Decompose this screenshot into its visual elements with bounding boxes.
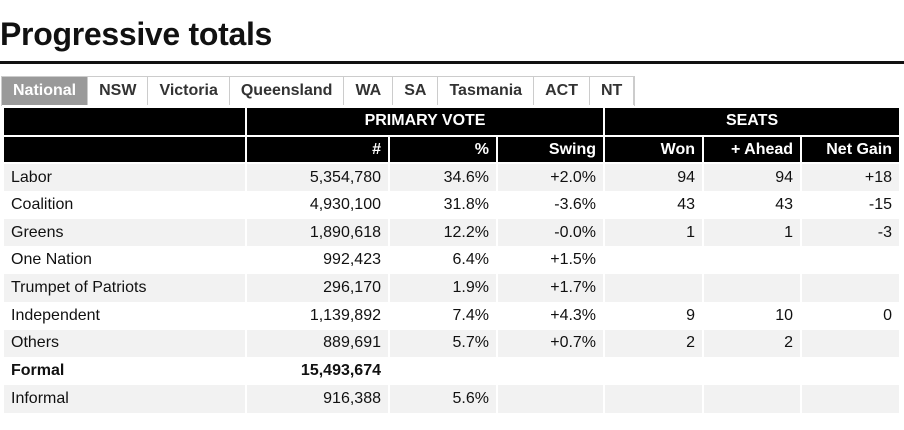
pct-cell: 34.6%: [389, 163, 498, 192]
swing-cell: +1.5%: [497, 246, 606, 275]
won-cell: [604, 384, 705, 413]
votes-cell: 916,388: [246, 384, 390, 413]
ahead-cell: [703, 384, 803, 413]
votes-cell: 4,930,100: [246, 191, 390, 219]
votes-cell: 1,139,892: [246, 301, 390, 330]
pct-column-header: %: [389, 135, 498, 165]
tab-national[interactable]: National: [2, 77, 89, 105]
table-row: Independent 1,139,892 7.4% +4.3% 9 10 0: [4, 301, 902, 330]
pct-cell: 12.2%: [389, 218, 498, 247]
region-tabs: National NSW Victoria Queensland WA SA T…: [1, 76, 636, 106]
results-table: PRIMARY VOTE SEATS # % Swing Won + Ahead…: [4, 108, 902, 413]
votes-cell: 15,493,674: [246, 357, 390, 385]
ahead-cell: 2: [703, 329, 803, 358]
net-gain-cell: [801, 357, 902, 385]
ahead-cell: [703, 274, 803, 302]
pct-cell: 1.9%: [389, 274, 498, 302]
party-header-blank: [4, 108, 247, 137]
page-title: Progressive totals: [0, 16, 273, 52]
ahead-cell: 1: [703, 218, 803, 247]
won-cell: 94: [604, 163, 705, 192]
party-name: Greens: [4, 218, 247, 247]
pct-cell: 5.7%: [389, 329, 498, 358]
swing-cell: +0.7%: [497, 329, 606, 358]
votes-cell: 1,890,618: [246, 218, 390, 247]
table-row: Others 889,691 5.7% +0.7% 2 2: [4, 329, 902, 358]
won-cell: 9: [604, 301, 705, 330]
party-name: Coalition: [4, 191, 247, 219]
party-name: One Nation: [4, 246, 247, 275]
pct-cell: 5.6%: [389, 384, 498, 413]
tab-sa[interactable]: SA: [393, 77, 439, 105]
ahead-cell: 94: [703, 163, 803, 192]
ahead-cell: [703, 357, 803, 385]
votes-cell: 889,691: [246, 329, 390, 358]
net-gain-cell: [801, 246, 902, 275]
title-divider: [0, 61, 904, 64]
net-gain-cell: [801, 329, 902, 358]
net-gain-cell: -3: [801, 218, 902, 247]
formal-total-row: Formal 15,493,674: [4, 357, 902, 385]
net-gain-cell: +18: [801, 163, 902, 192]
tab-nsw[interactable]: NSW: [88, 77, 149, 105]
tab-nt[interactable]: NT: [589, 77, 635, 105]
tab-act[interactable]: ACT: [534, 77, 590, 105]
net-gain-cell: [801, 384, 902, 413]
informal-row: Informal 916,388 5.6%: [4, 384, 902, 413]
primary-vote-header: PRIMARY VOTE: [246, 108, 606, 137]
table-row: Labor 5,354,780 34.6% +2.0% 94 94 +18: [4, 163, 902, 192]
table-row: Coalition 4,930,100 31.8% -3.6% 43 43 -1…: [4, 191, 902, 219]
won-column-header: Won: [604, 135, 705, 165]
party-name: Labor: [4, 163, 247, 192]
net-gain-cell: 0: [801, 301, 902, 330]
party-name: Independent: [4, 301, 247, 330]
votes-cell: 5,354,780: [246, 163, 390, 192]
net-gain-column-header: Net Gain: [801, 135, 902, 165]
ahead-cell: 43: [703, 191, 803, 219]
party-name: Others: [4, 329, 247, 358]
swing-cell: +2.0%: [497, 163, 606, 192]
party-subheader-blank: [4, 135, 247, 165]
pct-cell: [389, 357, 498, 385]
swing-cell: -0.0%: [497, 218, 606, 247]
tab-queensland[interactable]: Queensland: [229, 77, 345, 105]
ahead-cell: [703, 246, 803, 275]
swing-cell: [497, 357, 606, 385]
tab-wa[interactable]: WA: [344, 77, 394, 105]
won-cell: 43: [604, 191, 705, 219]
swing-cell: +4.3%: [497, 301, 606, 330]
tab-tasmania[interactable]: Tasmania: [438, 77, 535, 105]
ahead-column-header: + Ahead: [703, 135, 803, 165]
votes-column-header: #: [246, 135, 390, 165]
table-row: One Nation 992,423 6.4% +1.5%: [4, 246, 902, 275]
ahead-cell: 10: [703, 301, 803, 330]
group-header-row: PRIMARY VOTE SEATS: [4, 108, 902, 137]
swing-cell: -3.6%: [497, 191, 606, 219]
votes-cell: 992,423: [246, 246, 390, 275]
pct-cell: 7.4%: [389, 301, 498, 330]
swing-cell: [497, 384, 606, 413]
tab-victoria[interactable]: Victoria: [148, 77, 230, 105]
column-header-row: # % Swing Won + Ahead Net Gain: [4, 135, 902, 165]
table-row: Trumpet of Patriots 296,170 1.9% +1.7%: [4, 274, 902, 302]
won-cell: [604, 274, 705, 302]
table-row: Greens 1,890,618 12.2% -0.0% 1 1 -3: [4, 218, 902, 247]
swing-cell: +1.7%: [497, 274, 606, 302]
votes-cell: 296,170: [246, 274, 390, 302]
pct-cell: 31.8%: [389, 191, 498, 219]
seats-header: SEATS: [604, 108, 902, 137]
party-name: Trumpet of Patriots: [4, 274, 247, 302]
net-gain-cell: -15: [801, 191, 902, 219]
won-cell: 2: [604, 329, 705, 358]
party-name: Formal: [4, 357, 247, 385]
won-cell: [604, 246, 705, 275]
pct-cell: 6.4%: [389, 246, 498, 275]
swing-column-header: Swing: [497, 135, 606, 165]
won-cell: 1: [604, 218, 705, 247]
party-name: Informal: [4, 384, 247, 413]
net-gain-cell: [801, 274, 902, 302]
won-cell: [604, 357, 705, 385]
